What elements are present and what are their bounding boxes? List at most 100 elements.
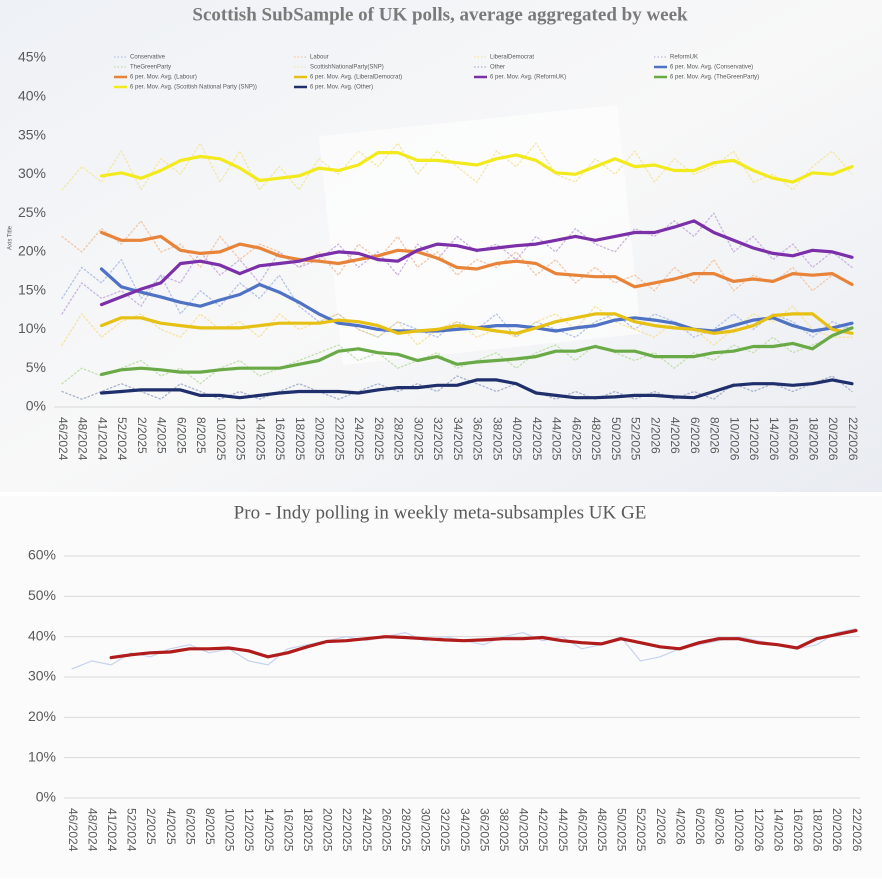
- x-tick-label: 26/2025: [379, 808, 393, 852]
- x-tick-label: 20/2026: [830, 808, 844, 852]
- x-tick-label: 46/2024: [66, 808, 80, 852]
- x-tick-label: 10/2025: [214, 417, 228, 461]
- x-tick-label: 46/2024: [56, 417, 70, 461]
- x-tick-label: 2/2026: [654, 808, 668, 845]
- series-line: [99, 219, 854, 307]
- x-tick-label: 2/2025: [144, 808, 158, 845]
- raw-line: [61, 375, 853, 400]
- x-tick-label: 26/2025: [372, 417, 386, 461]
- y-tick-label: 30%: [28, 668, 56, 684]
- x-tick-label: 4/2025: [155, 417, 169, 454]
- x-tick-label: 8/2025: [203, 808, 217, 845]
- x-tick-label: 42/2025: [530, 417, 544, 461]
- x-tick-label: 40/2025: [517, 808, 531, 852]
- x-tick-label: 52/2024: [115, 417, 129, 461]
- x-tick-label: 20/2025: [321, 808, 335, 852]
- x-tick-label: 16/2026: [787, 417, 801, 461]
- x-tick-label: 30/2025: [419, 808, 433, 852]
- y-axis-title: Axis Title: [8, 225, 14, 250]
- x-tick-label: 24/2025: [352, 417, 366, 461]
- x-tick-label: 2/2025: [135, 417, 149, 454]
- x-tick-label: 22/2025: [340, 808, 354, 852]
- x-tick-label: 50/2025: [609, 417, 623, 461]
- x-tick-label: 18/2025: [293, 417, 307, 461]
- x-tick-label: 34/2025: [458, 808, 472, 852]
- x-tick-label: 24/2025: [360, 808, 374, 852]
- chart-title: Scottish SubSample of UK polls, average …: [192, 4, 688, 25]
- series-line: [99, 230, 854, 289]
- x-tick-label: 16/2025: [273, 417, 287, 461]
- y-tick-label: 60%: [28, 547, 56, 563]
- legend-label: 6 per. Mov. Avg. (TheGreenParty): [670, 75, 759, 81]
- x-tick-label: 12/2025: [242, 808, 256, 852]
- x-tick-label: 38/2025: [490, 417, 504, 461]
- legend-label: TheGreenParty: [130, 65, 171, 71]
- x-tick-label: 46/2025: [575, 808, 589, 852]
- y-tick-label: 40%: [28, 627, 56, 643]
- x-tick-label: 8/2026: [713, 808, 727, 845]
- y-tick-label: 5%: [26, 359, 46, 375]
- y-tick-label: 15%: [18, 281, 46, 297]
- y-tick-label: 10%: [28, 748, 56, 764]
- raw-line: [61, 321, 853, 385]
- x-tick-label: 2/2026: [648, 417, 662, 454]
- x-tick-label: 14/2026: [771, 808, 785, 852]
- x-tick-label: 18/2026: [811, 808, 825, 852]
- x-tick-label: 4/2026: [668, 417, 682, 454]
- y-tick-label: 10%: [18, 320, 46, 336]
- x-tick-label: 18/2026: [806, 417, 820, 461]
- x-tick-label: 8/2025: [194, 417, 208, 454]
- x-tick-label: 6/2025: [174, 417, 188, 454]
- x-tick-label: 50/2025: [615, 808, 629, 852]
- x-tick-label: 41/2024: [95, 417, 109, 461]
- x-tick-label: 32/2025: [438, 808, 452, 852]
- x-tick-label: 22/2026: [850, 808, 864, 852]
- x-tick-label: 14/2026: [767, 417, 781, 461]
- x-tick-label: 8/2026: [708, 417, 722, 454]
- x-tick-label: 48/2025: [589, 417, 603, 461]
- legend-label: Other: [490, 65, 505, 71]
- legend-label: 6 per. Mov. Avg. (Labour): [130, 75, 197, 81]
- x-tick-label: 16/2025: [281, 808, 295, 852]
- background-shape: [318, 104, 642, 366]
- series-line: [99, 326, 854, 376]
- chart-title: Pro - Indy polling in weekly meta-subsam…: [234, 502, 647, 523]
- x-tick-label: 22/2025: [332, 417, 346, 461]
- y-tick-label: 30%: [18, 165, 46, 181]
- legend-label: 6 per. Mov. Avg. (LiberalDemocrat): [310, 75, 402, 81]
- legend-label: 6 per. Mov. Avg. (Other): [310, 85, 373, 91]
- x-tick-label: 22/2026: [846, 417, 860, 461]
- x-tick-label: 4/2026: [673, 808, 687, 845]
- y-tick-label: 0%: [26, 398, 46, 414]
- x-tick-label: 52/2025: [634, 808, 648, 852]
- x-tick-label: 44/2025: [550, 417, 564, 461]
- legend-label: LiberalDemocrat: [490, 55, 534, 61]
- y-tick-label: 50%: [28, 587, 56, 603]
- x-tick-label: 10/2025: [223, 808, 237, 852]
- x-tick-label: 52/2025: [629, 417, 643, 461]
- x-tick-label: 34/2025: [451, 417, 465, 461]
- series-line: [99, 312, 854, 335]
- legend-label: ScottishNationalParty(SNP): [310, 65, 384, 71]
- series-line: [99, 378, 854, 400]
- raw-line: [61, 220, 853, 292]
- x-tick-label: 20/2026: [826, 417, 840, 461]
- y-tick-label: 25%: [18, 204, 46, 220]
- x-tick-label: 36/2025: [471, 417, 485, 461]
- x-tick-label: 28/2025: [399, 808, 413, 852]
- y-tick-label: 20%: [28, 708, 56, 724]
- raw-line: [61, 212, 853, 315]
- x-tick-label: 30/2025: [411, 417, 425, 461]
- legend-label: 6 per. Mov. Avg. (Scottish National Part…: [130, 85, 257, 91]
- x-tick-label: 12/2026: [747, 417, 761, 461]
- x-tick-label: 6/2025: [183, 808, 197, 845]
- x-tick-label: 12/2025: [234, 417, 248, 461]
- x-tick-label: 12/2026: [752, 808, 766, 852]
- x-tick-label: 18/2025: [301, 808, 315, 852]
- x-tick-label: 41/2024: [105, 808, 119, 852]
- x-tick-label: 16/2026: [791, 808, 805, 852]
- background: [0, 496, 882, 878]
- x-tick-label: 38/2025: [497, 808, 511, 852]
